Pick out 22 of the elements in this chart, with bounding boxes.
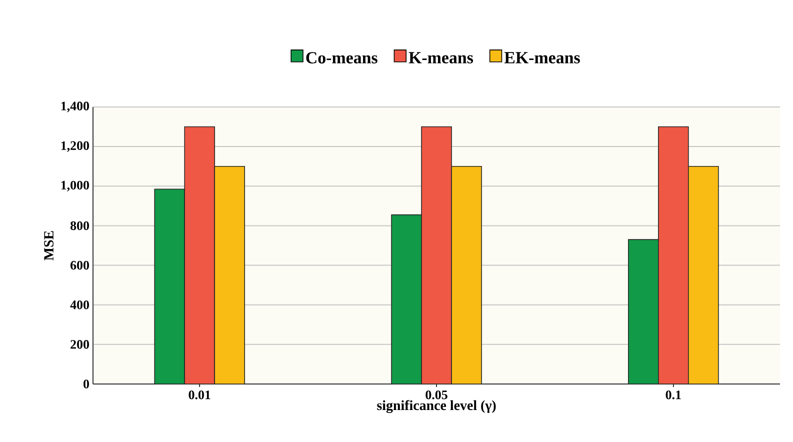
legend-label: Co-means [306, 52, 378, 64]
y-tick-label: 1,200 [61, 141, 89, 152]
bar [628, 239, 659, 384]
bar [154, 188, 186, 384]
x-axis-title: significance level (γ) [377, 400, 496, 414]
y-tick-label: 0 [84, 380, 89, 388]
y-tick-label: 400 [70, 300, 89, 310]
bar [688, 166, 719, 384]
y-tick-label: 1,000 [61, 180, 89, 192]
legend-label: EK-means [504, 52, 580, 64]
y-tick-label: 600 [70, 260, 89, 270]
y-tick-label: 1,400 [61, 102, 89, 112]
bar [391, 214, 422, 384]
bar [451, 166, 482, 384]
x-tick-label: 0.01 [188, 390, 210, 400]
y-tick-label: 800 [70, 221, 89, 230]
bar [214, 166, 246, 384]
y-tick-label: 200 [70, 340, 89, 349]
x-tick-label: 0.1 [666, 390, 681, 400]
legend-label: K-means [408, 52, 474, 64]
y-axis-title: MSE [44, 231, 54, 260]
x-tick-label: 0.05 [426, 390, 448, 400]
